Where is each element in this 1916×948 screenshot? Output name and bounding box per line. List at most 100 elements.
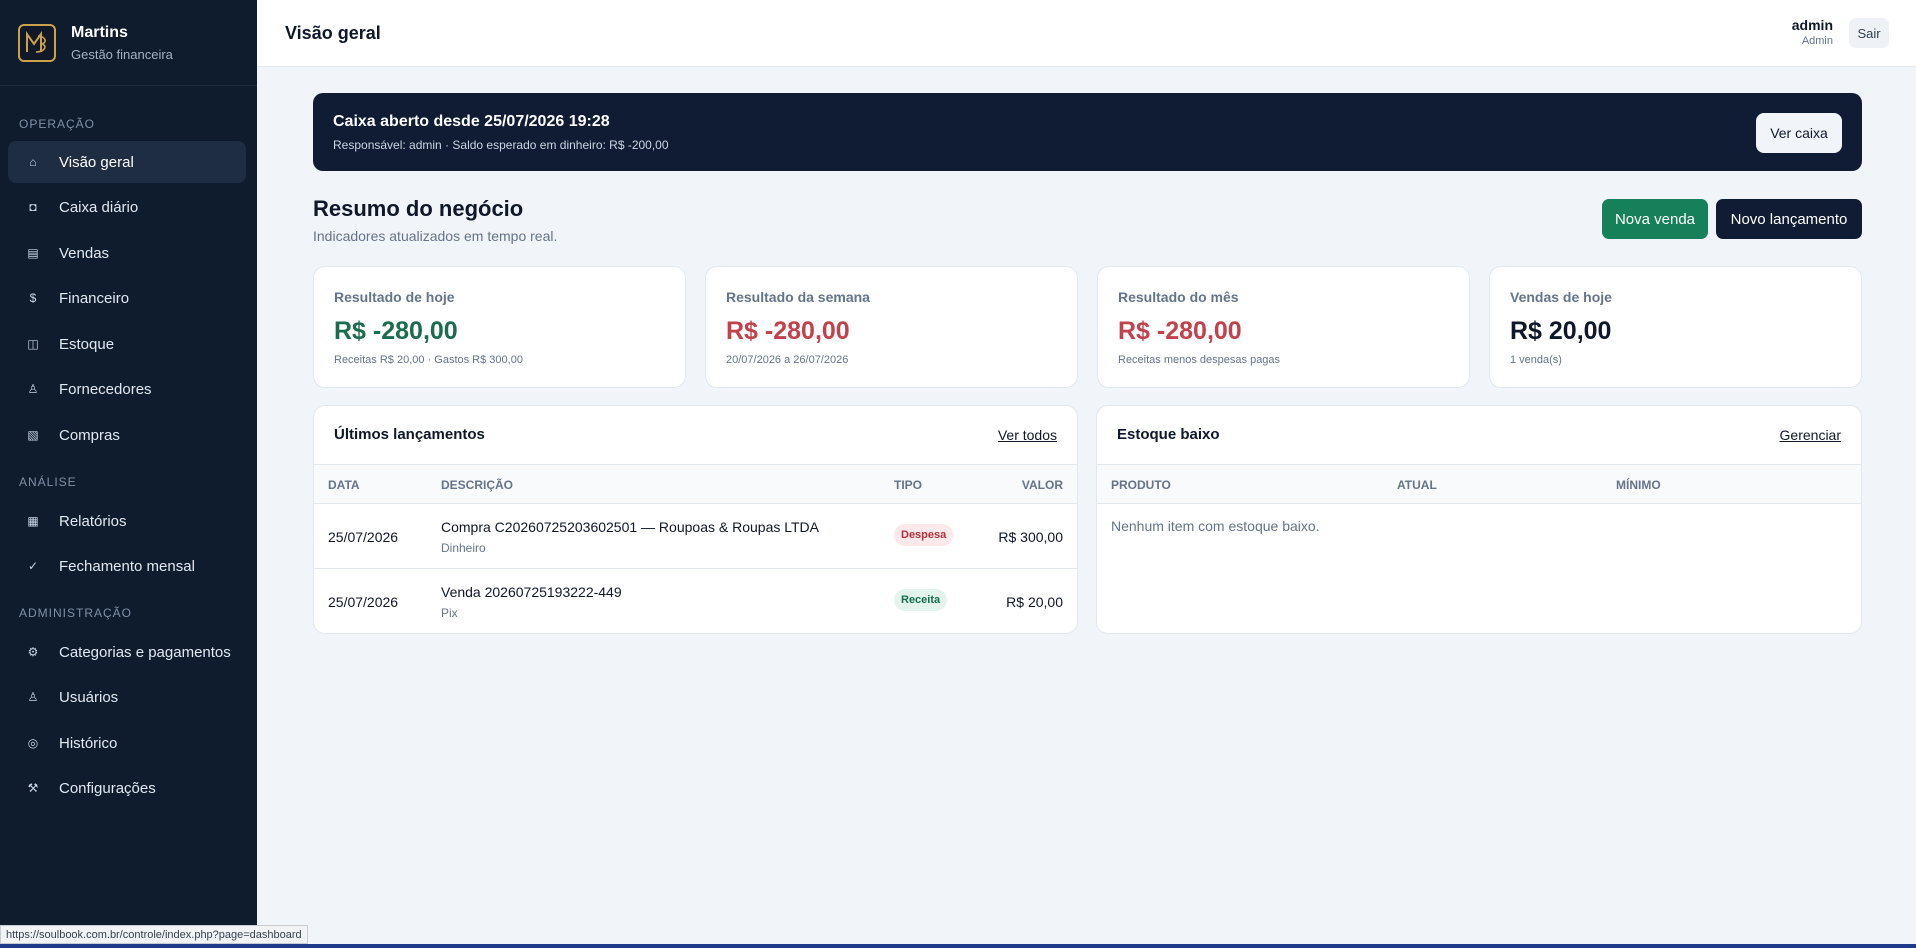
logout-button[interactable]: Sair [1849,18,1889,48]
latest-entries-panel: Últimos lançamentos Ver todos DATA DESCR… [313,405,1078,634]
new-entry-button[interactable]: Novo lançamento [1716,199,1862,239]
stat-card-week: Resultado da semana R$ -280,00 20/07/202… [705,266,1078,388]
stat-label: Resultado do mês [1118,289,1239,305]
banner-subtitle: Responsável: admin · Saldo esperado em d… [333,138,669,152]
brand-subtitle: Gestão financeira [71,46,173,62]
logo-icon [18,23,56,62]
sidebar-item-label: Caixa diário [59,198,139,216]
sidebar-item-historico[interactable]: ◎ Histórico [8,722,246,764]
sidebar-item-label: Compras [59,426,120,444]
entry-payment-method: Dinheiro [441,541,486,555]
sidebar-item-fornecedores[interactable]: ♙ Fornecedores [8,368,246,410]
sidebar-item-financeiro[interactable]: $ Financeiro [8,277,246,319]
section-label-administracao: ADMINISTRAÇÃO [19,606,133,620]
bottom-edge [0,944,1916,948]
view-all-link[interactable]: Ver todos [997,427,1057,443]
view-cash-button[interactable]: Ver caixa [1756,113,1842,153]
empty-state-message: Nenhum item com estoque baixo. [1111,518,1320,534]
panel-title: Estoque baixo [1117,426,1220,443]
new-sale-button[interactable]: Nova venda [1602,199,1708,239]
manage-link[interactable]: Gerenciar [1779,427,1841,443]
entry-description: Compra C20260725203602501 — Roupoas & Ro… [441,519,819,535]
stat-note: Receitas menos despesas pagas [1118,354,1281,366]
page-title: Visão geral [285,23,381,43]
stat-label: Vendas de hoje [1510,289,1612,305]
entry-date: 25/07/2026 [328,529,399,545]
top-header: Visão geral admin Admin Sair [257,0,1916,67]
table-row[interactable]: 25/07/2026 Venda 20260725193222-449 Pix … [314,569,1077,633]
stat-value: R$ -280,00 [726,317,850,345]
entry-date: 25/07/2026 [328,594,399,610]
home-icon: ⌂ [29,155,37,169]
sidebar-item-vendas[interactable]: ▤ Vendas [8,232,246,274]
column-header-type[interactable]: TIPO [894,478,923,492]
history-icon: ◎ [27,736,39,750]
entry-value: R$ 300,00 [998,529,1063,545]
stat-value: R$ 20,00 [1510,317,1612,345]
dollar-icon: $ [29,291,37,305]
sidebar: Martins Gestão financeira OPERAÇÃO ⌂ Vis… [0,0,257,948]
stat-value: R$ -280,00 [334,317,458,345]
stat-note: 1 venda(s) [1510,354,1562,366]
stat-note: Receitas R$ 20,00 · Gastos R$ 300,00 [334,354,523,366]
cash-open-banner: Caixa aberto desde 25/07/2026 19:28 Resp… [313,93,1862,171]
user-info: admin Admin [1792,17,1833,47]
entry-payment-method: Pix [441,606,458,620]
person-icon: ♙ [27,382,39,396]
type-badge-expense: Despesa [894,524,954,546]
sidebar-item-configuracoes[interactable]: ⚒ Configurações [8,767,246,809]
low-stock-panel: Estoque baixo Gerenciar PRODUTO ATUAL MÍ… [1096,405,1862,634]
sidebar-item-fechamento-mensal[interactable]: ✓ Fechamento mensal [8,545,246,587]
sidebar-item-visao-geral[interactable]: ⌂ Visão geral [8,141,246,183]
summary-subtitle: Indicadores atualizados em tempo real. [313,228,558,244]
sidebar-item-label: Visão geral [59,153,134,171]
gear-icon: ⚙ [27,645,39,659]
stat-card-today: Resultado de hoje R$ -280,00 Receitas R$… [313,266,686,388]
column-header-value[interactable]: VALOR [1021,478,1063,492]
sidebar-item-label: Financeiro [59,289,130,307]
sidebar-item-label: Fechamento mensal [59,557,195,575]
summary-title: Resumo do negócio [313,196,524,221]
column-header-date[interactable]: DATA [328,478,360,492]
cash-register-icon: ◘ [29,200,37,214]
receipt-icon: ▤ [27,246,39,260]
stat-note: 20/07/2026 a 26/07/2026 [726,354,849,366]
column-header-description[interactable]: DESCRIÇÃO [441,478,514,492]
sidebar-item-estoque[interactable]: ◫ Estoque [8,323,246,365]
sidebar-item-label: Estoque [59,335,115,353]
brand[interactable]: Martins Gestão financeira [0,0,257,86]
check-icon: ✓ [27,559,39,573]
table-row[interactable]: 25/07/2026 Compra C20260725203602501 — R… [314,504,1077,569]
user-icon: ♙ [27,690,39,704]
user-name: admin [1791,17,1833,33]
table-header: DATA DESCRIÇÃO TIPO VALOR [314,464,1077,504]
stat-label: Resultado da semana [726,289,870,305]
sidebar-item-label: Fornecedores [59,380,152,398]
sidebar-item-categorias-pagamentos[interactable]: ⚙ Categorias e pagamentos [8,631,246,673]
sidebar-item-caixa-diario[interactable]: ◘ Caixa diário [8,186,246,228]
report-icon: ▦ [27,514,39,528]
sidebar-item-label: Histórico [59,734,118,752]
sidebar-item-label: Configurações [59,779,156,797]
column-header-current[interactable]: ATUAL [1397,478,1437,492]
stat-label: Resultado de hoje [334,289,455,305]
tools-icon: ⚒ [27,781,39,795]
box-icon: ◫ [27,337,39,351]
panel-title: Últimos lançamentos [334,426,485,443]
stat-card-sales-today: Vendas de hoje R$ 20,00 1 venda(s) [1489,266,1862,388]
column-header-minimum[interactable]: MÍNIMO [1616,478,1661,492]
type-badge-income: Receita [894,589,948,611]
stat-value: R$ -280,00 [1118,317,1242,345]
sidebar-item-compras[interactable]: ▧ Compras [8,414,246,456]
section-label-analise: ANÁLISE [19,475,77,489]
sidebar-item-label: Usuários [59,688,119,706]
table-header: PRODUTO ATUAL MÍNIMO [1097,464,1861,504]
status-bar-url: https://soulbook.com.br/controle/index.p… [0,925,308,944]
user-role: Admin [1801,35,1833,47]
column-header-product[interactable]: PRODUTO [1111,478,1171,492]
sidebar-item-label: Vendas [59,244,110,262]
cart-icon: ▧ [27,428,39,442]
sidebar-item-label: Relatórios [59,512,127,530]
sidebar-item-relatorios[interactable]: ▦ Relatórios [8,500,246,542]
sidebar-item-usuarios[interactable]: ♙ Usuários [8,676,246,718]
